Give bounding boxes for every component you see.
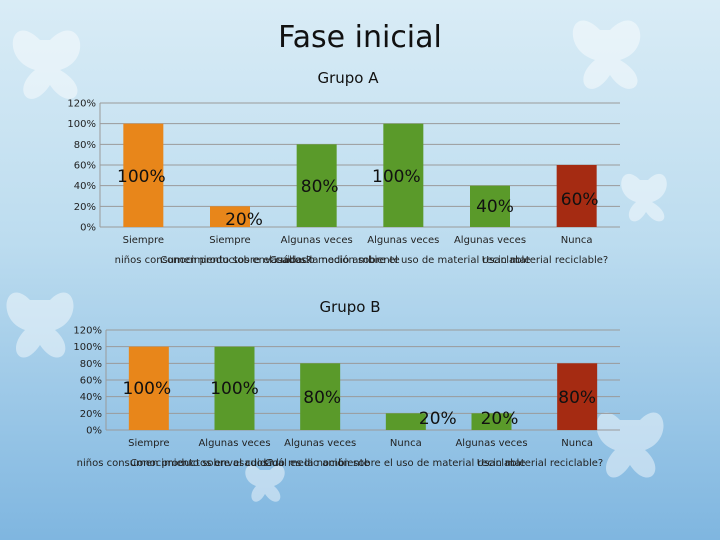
category-label: Algunas veces [367,235,439,246]
question-label: Usan material reciclable? [482,255,608,266]
category-label: Algunas veces [198,438,270,449]
chart-grupo-b: Grupo B 0% 20% 40% 60% 80% 100% 120% 100% Siempre… [73,298,620,469]
data-label: 20% [225,210,263,230]
bar [471,413,512,430]
question-label: niños consumen productos envasados? [115,255,312,266]
y-tick-label: 120% [67,99,96,110]
y-tick-label: 100% [67,119,96,130]
question-label: Conocimiento sobre el cuidado medio ambi… [130,458,370,469]
y-tick-label: 60% [80,376,102,387]
data-label: 20% [481,409,519,429]
category-label: Algunas veces [454,235,526,246]
data-label: 80% [558,388,596,408]
bar [296,144,337,227]
y-tick-label: 80% [80,359,102,370]
category-label: Siempre [123,235,164,246]
bar [383,123,424,227]
data-label: 100% [117,167,166,187]
category-label: Siempre [128,438,169,449]
y-tick-label: 60% [74,161,96,172]
bar [557,363,598,430]
slide-title: Fase inicial [278,20,442,55]
data-label: 40% [476,197,514,217]
y-tick-label: 20% [80,409,102,420]
bar [470,185,510,227]
chart-title: Grupo B [319,298,380,316]
y-tick-label: 0% [86,426,102,437]
data-label: 20% [419,409,457,429]
y-tick-label: 20% [74,202,96,213]
y-tick-label: 40% [74,181,96,192]
chart-title: Grupo A [317,69,379,87]
question-label: Usan material reciclable? [477,458,603,469]
category-label: Nunca [561,438,593,449]
y-tick-label: 120% [73,326,102,337]
y-tick-label: 0% [80,223,96,234]
question-label: niños consumen productos envasados? [77,458,274,469]
question-label: Conocimiento sobre el cuidado medio ambi… [160,255,400,266]
data-label: 100% [123,379,172,399]
bar [128,346,169,430]
bar [300,363,341,430]
question-label: Cuál es la noción sobre el uso de materi… [270,254,531,266]
y-tick-label: 80% [74,140,96,151]
data-label: 100% [210,379,259,399]
bar [556,165,597,227]
category-label: Algunas veces [455,438,527,449]
bar [214,346,255,430]
data-label: 60% [561,190,599,210]
data-label: 100% [372,167,421,187]
category-label: Algunas veces [284,438,356,449]
y-tick-label: 40% [80,392,102,403]
category-label: Nunca [561,235,593,246]
y-tick-label: 100% [73,342,102,353]
bar [385,413,426,430]
bar [210,206,250,227]
bar [123,123,164,227]
category-label: Siempre [209,235,250,246]
data-label: 80% [303,388,341,408]
category-label: Nunca [390,438,422,449]
category-label: Algunas veces [281,235,353,246]
chart-grupo-a: Grupo A 0% 20% 40% 60% 80% 100% 120% 100% Siempre… [67,69,620,266]
question-label: Cuál es la noción sobre el uso de materi… [265,457,526,469]
data-label: 80% [301,177,339,197]
